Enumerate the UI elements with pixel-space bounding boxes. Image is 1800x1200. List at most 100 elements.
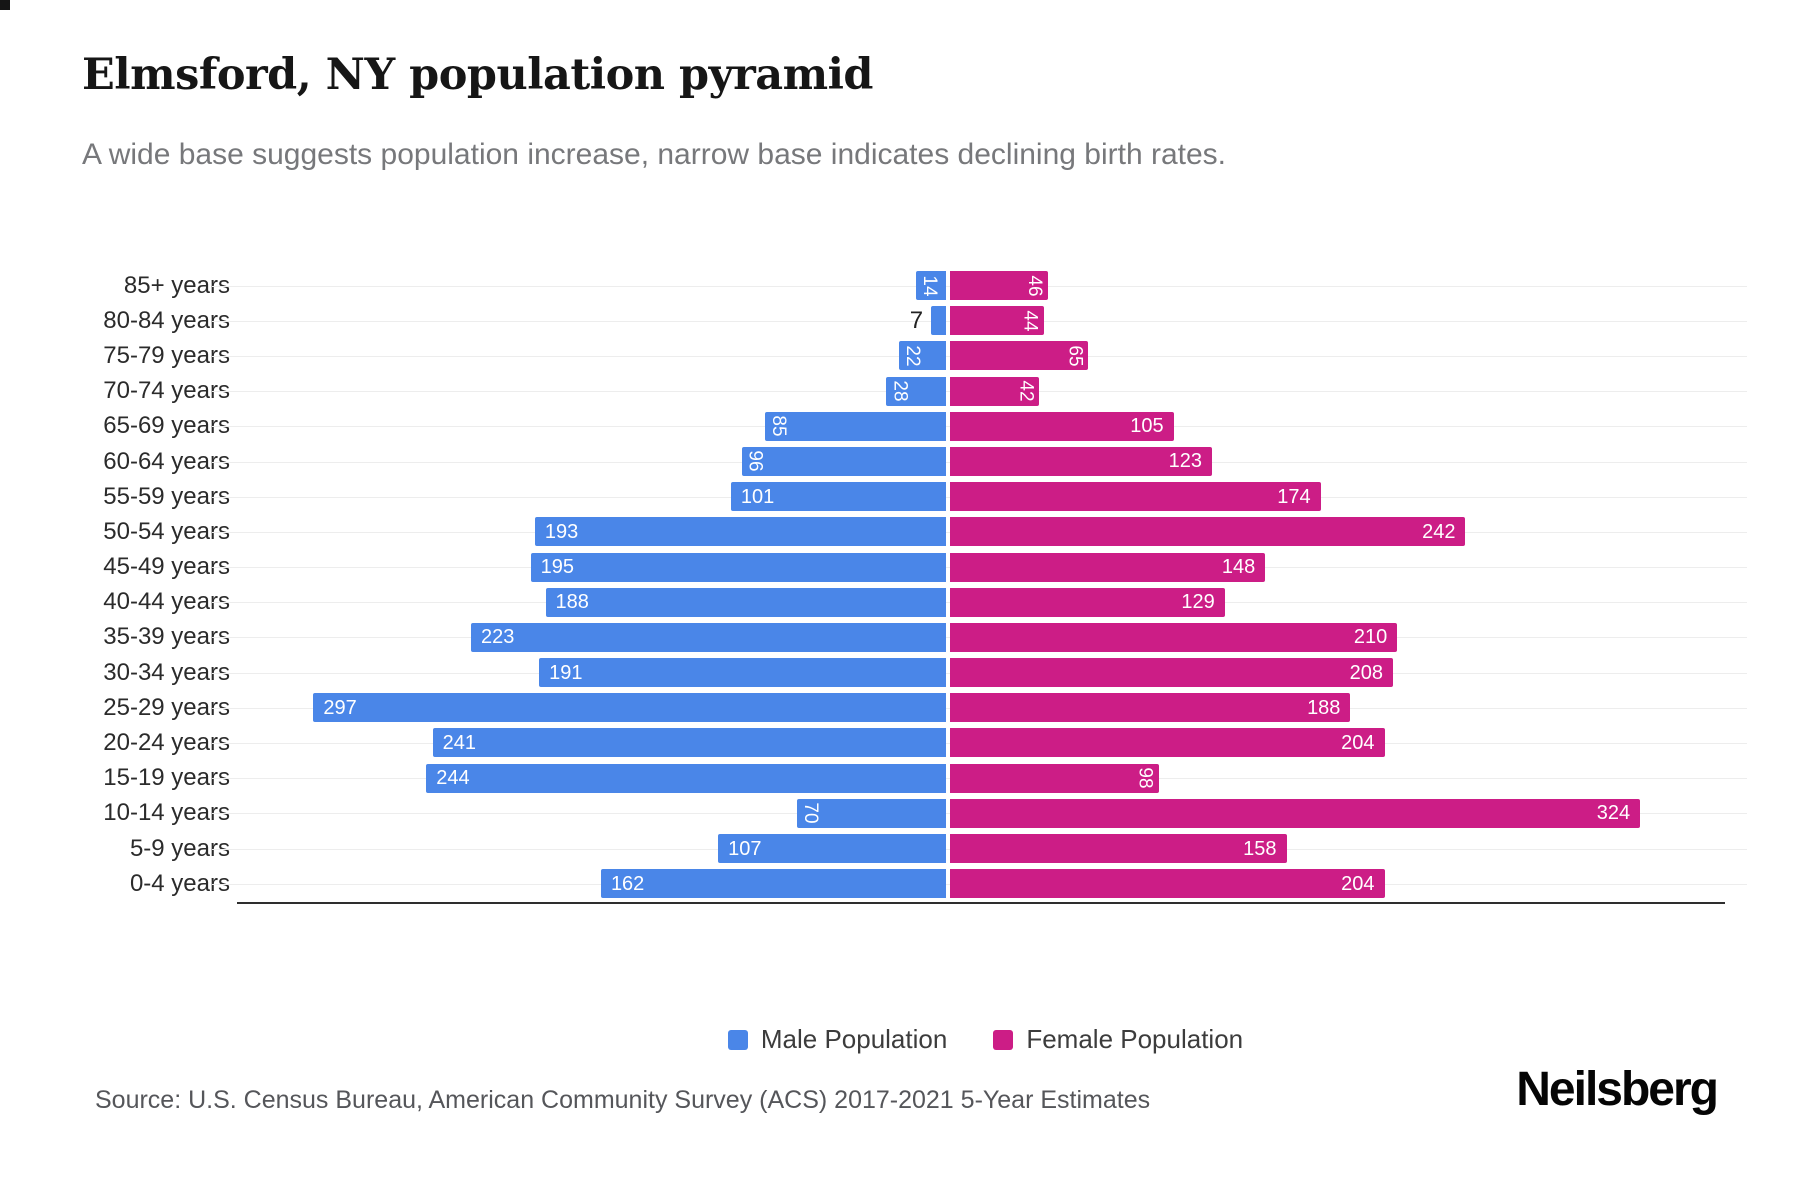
female-bar: 98 — [950, 763, 1159, 793]
row-plot: 22 65 — [212, 338, 1747, 373]
population-pyramid-chart: 85+ years 14 46 80-84 years 7 44 75-79 years 22… — [85, 268, 1747, 904]
age-group-label: 75-79 years — [103, 341, 230, 369]
row-plot: 96 123 — [212, 444, 1747, 479]
female-value-label: 210 — [1353, 626, 1388, 649]
chart-legend: Male Population Female Population — [248, 1024, 1723, 1055]
male-bar: 28 — [886, 376, 946, 406]
age-group-label: 30-34 years — [103, 658, 230, 686]
female-value-label: 188 — [1307, 696, 1341, 719]
x-axis-line — [237, 902, 1725, 904]
male-value-label: 244 — [436, 767, 470, 790]
male-bar: 297 — [313, 693, 946, 723]
age-group-label: 55-59 years — [103, 482, 230, 510]
female-value-label: 123 — [1168, 450, 1202, 473]
male-bar: 193 — [534, 517, 946, 547]
age-group-label: 40-44 years — [103, 588, 230, 616]
male-bar: 7 — [910, 306, 946, 336]
age-group-label: 70-74 years — [103, 377, 230, 405]
female-value-label: 42 — [1015, 380, 1037, 402]
female-bar: 204 — [950, 869, 1385, 899]
row-plot: 191 208 — [212, 655, 1747, 690]
female-value-label: 242 — [1422, 520, 1456, 543]
male-value-label: 70 — [799, 802, 821, 824]
male-value-label: 22 — [902, 345, 924, 367]
female-value-label: 129 — [1181, 591, 1215, 614]
age-group-label: 80-84 years — [103, 306, 230, 334]
pyramid-row: 85+ years 14 46 — [85, 268, 1747, 303]
male-value-label: 7 — [909, 306, 924, 334]
age-group-label: 50-54 years — [103, 517, 230, 545]
row-plot: 101 174 — [212, 479, 1747, 514]
male-bar: 244 — [426, 763, 946, 793]
female-bar: 242 — [950, 517, 1466, 547]
male-bar: 223 — [471, 622, 946, 652]
female-bar: 208 — [950, 658, 1394, 688]
female-bar: 123 — [950, 446, 1212, 476]
female-bar: 65 — [950, 341, 1089, 371]
female-bar: 174 — [950, 482, 1321, 512]
female-value-label: 65 — [1064, 345, 1086, 367]
row-plot: 193 242 — [212, 514, 1747, 549]
female-value-label: 148 — [1221, 556, 1256, 578]
male-bar: 162 — [600, 869, 946, 899]
male-value-label: 191 — [549, 661, 583, 684]
age-group-label: 35-39 years — [103, 623, 230, 651]
male-bar: 96 — [741, 446, 946, 476]
pyramid-row: 70-74 years 28 42 — [85, 374, 1747, 409]
age-group-label: 0-4 years — [129, 869, 230, 897]
male-bar: 85 — [764, 411, 946, 441]
row-plot: 162 204 — [212, 866, 1747, 901]
female-value-label: 204 — [1341, 872, 1375, 895]
male-value-label: 85 — [767, 415, 789, 437]
row-plot: 297 188 — [212, 690, 1747, 725]
female-bar: 105 — [950, 411, 1174, 441]
male-value-label: 28 — [889, 380, 911, 402]
pyramid-row: 15-19 years 244 98 — [85, 761, 1747, 796]
male-bar: 70 — [796, 798, 946, 828]
female-bar: 210 — [950, 622, 1398, 652]
pyramid-row: 75-79 years 22 65 — [85, 338, 1747, 373]
male-value-label: 297 — [323, 696, 357, 719]
female-value-label: 174 — [1277, 485, 1311, 508]
female-value-label: 324 — [1596, 802, 1631, 825]
row-plot: 70 324 — [212, 796, 1747, 831]
pyramid-row: 25-29 years 297 188 — [85, 690, 1747, 725]
female-bar: 148 — [950, 552, 1266, 582]
male-value-label: 14 — [919, 274, 941, 297]
legend-label-male: Male Population — [760, 1024, 948, 1054]
female-bar: 188 — [950, 693, 1351, 723]
pyramid-row: 35-39 years 223 210 — [85, 620, 1747, 655]
male-value-label: 162 — [610, 872, 645, 895]
male-value-label: 241 — [442, 731, 477, 754]
pyramid-row: 0-4 years 162 204 — [85, 866, 1747, 901]
female-value-label: 204 — [1341, 731, 1375, 754]
male-swatch-icon — [727, 1029, 748, 1050]
female-bar: 324 — [950, 798, 1641, 828]
age-group-label: 15-19 years — [103, 764, 230, 792]
pyramid-row: 60-64 years 96 123 — [85, 444, 1747, 479]
age-group-label: 20-24 years — [103, 729, 230, 757]
female-bar: 158 — [950, 834, 1287, 863]
male-value-label: 223 — [481, 626, 515, 649]
male-value-label: 195 — [540, 556, 575, 578]
corner-artifact — [0, 0, 10, 10]
legend-item-male: Male Population — [727, 1024, 948, 1055]
male-bar: 107 — [718, 834, 946, 863]
row-plot: 7 44 — [212, 303, 1747, 338]
row-plot: 244 98 — [212, 761, 1747, 796]
pyramid-row: 40-44 years 188 129 — [85, 585, 1747, 620]
female-value-label: 208 — [1349, 661, 1384, 684]
age-group-label: 25-29 years — [103, 693, 230, 721]
female-bar: 42 — [950, 376, 1040, 406]
row-plot: 241 204 — [212, 725, 1747, 760]
female-value-label: 158 — [1243, 837, 1277, 860]
male-bar: 191 — [539, 658, 946, 688]
male-value-label: 188 — [555, 591, 589, 614]
pyramid-row: 30-34 years 191 208 — [85, 655, 1747, 690]
age-group-label: 5-9 years — [129, 834, 230, 862]
female-value-label: 46 — [1023, 274, 1045, 297]
male-bar: 14 — [916, 271, 946, 300]
page-title: Elmsford, NY population pyramid — [82, 50, 873, 100]
female-bar: 46 — [950, 271, 1048, 300]
row-plot: 188 129 — [212, 585, 1747, 620]
